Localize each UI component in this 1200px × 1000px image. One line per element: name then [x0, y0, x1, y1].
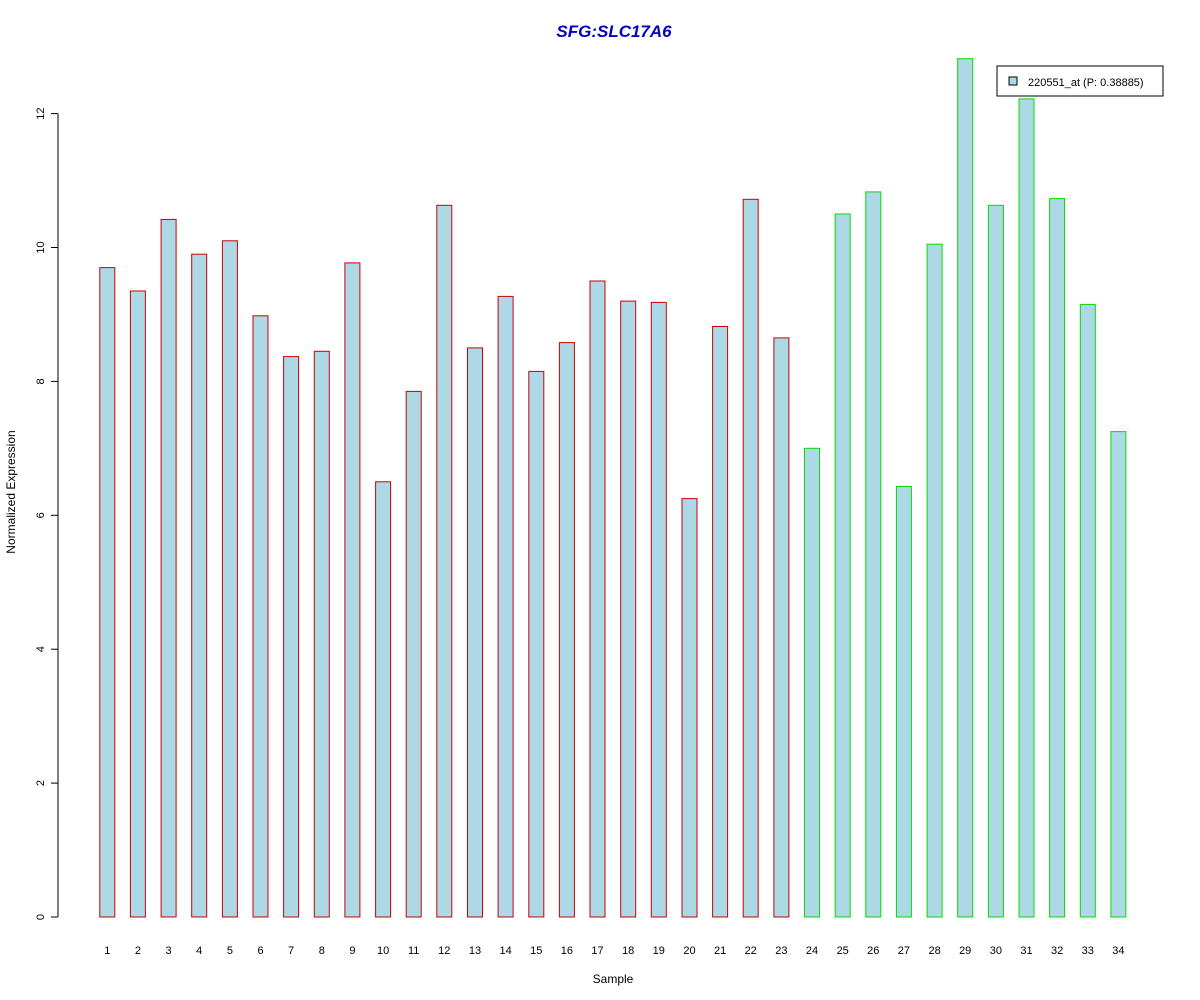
bar-sample-26: [865, 191, 882, 918]
bar-sample-32: [1049, 198, 1066, 918]
x-tick-label: 12: [438, 945, 450, 957]
x-tick-label: 32: [1051, 945, 1063, 957]
x-tick-label: 20: [683, 945, 695, 957]
bar-sample-20: [681, 498, 698, 918]
y-axis-label: Normalized Expression: [4, 430, 18, 553]
bar-sample-4: [191, 253, 208, 918]
x-tick-label: 15: [530, 945, 542, 957]
y-tick-label: 8: [35, 378, 47, 384]
bar-sample-6: [252, 315, 269, 918]
y-tick-label: 0: [35, 914, 47, 920]
bar-sample-1: [99, 267, 116, 918]
x-tick-label: 3: [166, 945, 172, 957]
bar-sample-2: [129, 290, 146, 918]
x-tick-label: 5: [227, 945, 233, 957]
x-tick-label: 10: [377, 945, 389, 957]
bar-sample-9: [344, 262, 361, 918]
bar-sample-22: [742, 198, 759, 918]
bars: [99, 58, 1127, 918]
x-tick-label: 4: [196, 945, 202, 957]
y-tick-label: 12: [35, 107, 47, 119]
bar-sample-30: [987, 204, 1004, 918]
x-tick-label: 1: [104, 945, 110, 957]
bar-sample-25: [834, 213, 851, 918]
bar-sample-7: [283, 356, 300, 918]
bar-sample-17: [589, 280, 606, 918]
y-tick-label: 10: [35, 241, 47, 253]
bar-sample-23: [773, 337, 790, 918]
legend-swatch: [1008, 76, 1018, 86]
bar-sample-13: [467, 347, 483, 918]
x-tick-label: 2: [135, 945, 141, 957]
bar-sample-29: [957, 58, 974, 918]
y-axis: 0 2 4 6 8 10 12: [35, 107, 59, 920]
x-tick-label: 34: [1112, 945, 1124, 957]
y-tick-label: 6: [35, 512, 47, 518]
x-axis-label: Sample: [593, 972, 634, 986]
x-tick-label: 7: [288, 945, 294, 957]
x-tick-label: 11: [408, 945, 419, 957]
x-tick-label: 21: [714, 945, 726, 957]
x-tick-label: 22: [745, 945, 757, 957]
x-tick-label: 26: [867, 945, 879, 957]
x-tick-label: 8: [319, 945, 325, 957]
bar-sample-24: [804, 447, 820, 918]
x-tick-labels: 1 2 3 4 5 6 7 8 9 10 11 12 13 14 15 16 17 18 19 20 21 22 23 24 2…: [104, 945, 1124, 957]
x-tick-label: 31: [1020, 945, 1032, 957]
x-tick-label: 25: [837, 945, 849, 957]
x-tick-label: 30: [990, 945, 1002, 957]
bar-sample-11: [405, 390, 422, 918]
bar-sample-16: [558, 342, 575, 918]
x-tick-label: 29: [959, 945, 971, 957]
bar-sample-34: [1110, 431, 1127, 918]
x-tick-label: 27: [898, 945, 910, 957]
bar-sample-12: [436, 204, 453, 918]
bar-sample-14: [497, 295, 514, 918]
bar-sample-15: [528, 370, 545, 918]
bar-sample-10: [375, 481, 392, 918]
bar-sample-28: [926, 243, 943, 918]
x-tick-label: 28: [928, 945, 940, 957]
x-tick-label: 9: [349, 945, 355, 957]
bar-sample-31: [1018, 98, 1035, 918]
x-tick-label: 17: [591, 945, 603, 957]
x-tick-label: 16: [561, 945, 573, 957]
bar-sample-3: [160, 218, 177, 918]
x-tick-label: 13: [469, 945, 481, 957]
x-tick-label: 24: [806, 945, 818, 957]
bar-sample-27: [895, 486, 912, 918]
legend: 220551_at (P: 0.38885): [996, 65, 1164, 97]
bar-sample-5: [221, 240, 238, 918]
legend-box: [996, 65, 1164, 97]
x-tick-label: 33: [1082, 945, 1094, 957]
bar-sample-21: [712, 326, 729, 918]
bar-sample-19: [650, 301, 667, 918]
legend-label: 220551_at (P: 0.38885): [1028, 77, 1144, 89]
x-tick-label: 18: [622, 945, 634, 957]
x-tick-label: 6: [257, 945, 263, 957]
x-tick-label: 19: [653, 945, 665, 957]
x-tick-label: 23: [775, 945, 787, 957]
bar-sample-8: [313, 350, 330, 918]
x-tick-label: 14: [499, 945, 511, 957]
y-tick-label: 2: [35, 780, 47, 786]
y-tick-label: 4: [35, 646, 47, 652]
bar-sample-33: [1079, 303, 1096, 918]
bar-sample-18: [620, 300, 637, 918]
chart-title: SFG:SLC17A6: [556, 22, 672, 41]
